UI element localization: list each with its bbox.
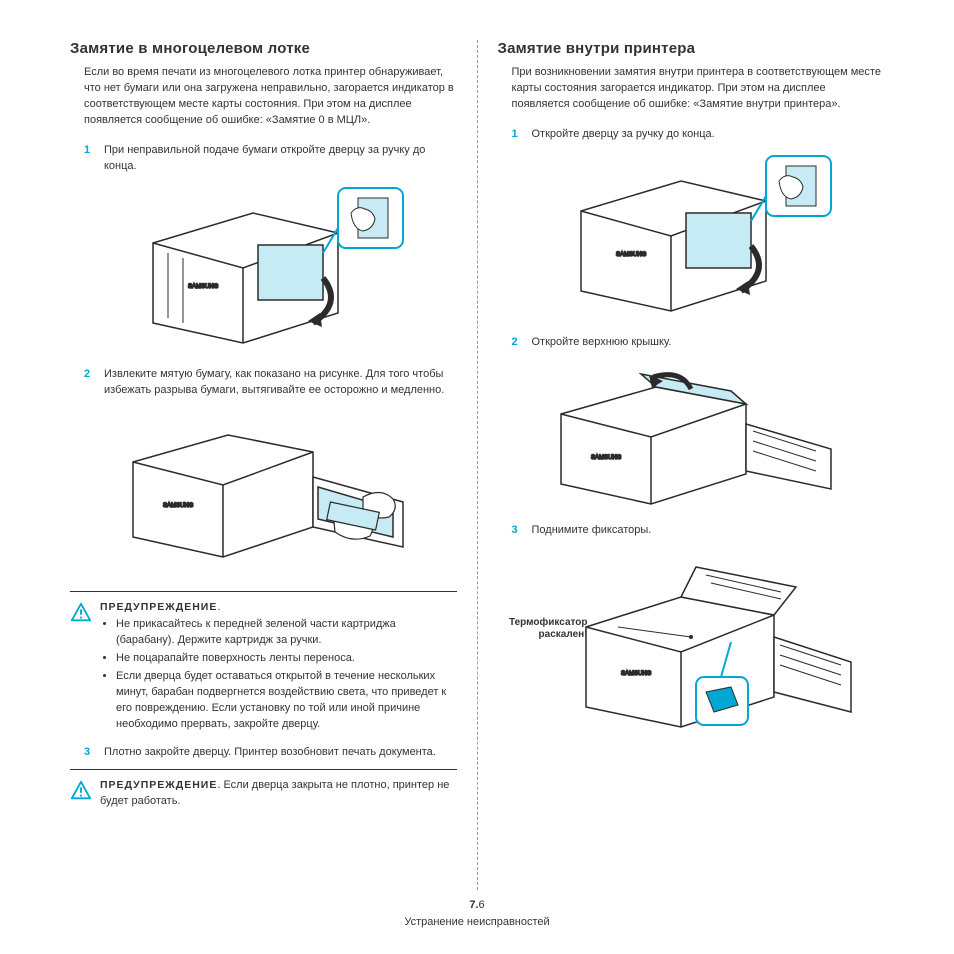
page-number: 6 [479, 899, 485, 911]
svg-text:SAMSUNG: SAMSUNG [188, 284, 219, 290]
illustration-open-door: SAMSUNG [70, 183, 457, 353]
illustration-open-door-r: SAMSUNG [498, 151, 885, 321]
warning-item: Если дверца будет оставаться открытой в … [116, 669, 457, 733]
page-footer: 7.6 Устранение неисправностей [0, 897, 954, 930]
warning-item: Не поцарапайте поверхность ленты перенос… [116, 651, 457, 667]
page-section: Устранение неисправностей [0, 914, 954, 931]
left-heading: Замятие в многоцелевом лотке [70, 40, 457, 57]
illustration-open-top: SAMSUNG [498, 359, 885, 509]
warning-block-2: ПРЕДУПРЕЖДЕНИЕ. Если дверца закрыта не п… [70, 769, 457, 810]
step-text: Откройте верхнюю крышку. [532, 335, 885, 351]
right-heading: Замятие внутри принтера [498, 40, 885, 57]
warning-title: ПРЕДУПРЕЖДЕНИЕ [100, 601, 217, 613]
left-step-2: 2 Извлеките мятую бумагу, как показано н… [70, 367, 457, 399]
page-columns: Замятие в многоцелевом лотке Если во вре… [50, 40, 904, 890]
right-step-1: 1 Откройте дверцу за ручку до конца. [498, 127, 885, 143]
left-step-1: 1 При неправильной подаче бумаги откройт… [70, 143, 457, 175]
svg-text:SAMSUNG: SAMSUNG [621, 671, 652, 677]
step-number: 3 [512, 523, 524, 539]
warning-list: Не прикасайтесь к передней зеленой части… [100, 617, 457, 733]
warning-icon [70, 780, 92, 802]
step-text: Извлеките мятую бумагу, как показано на … [104, 367, 457, 399]
right-column: Замятие внутри принтера При возникновени… [478, 40, 905, 890]
left-column: Замятие в многоцелевом лотке Если во вре… [50, 40, 478, 890]
warning-item: Не прикасайтесь к передней зеленой части… [116, 617, 457, 649]
right-step-3: 3 Поднимите фиксаторы. [498, 523, 885, 539]
step-number: 1 [84, 143, 96, 175]
step-number: 2 [512, 335, 524, 351]
warning-icon [70, 602, 92, 624]
warning-block-1: ПРЕДУПРЕЖДЕНИЕ. Не прикасайтесь к передн… [70, 591, 457, 736]
step-number: 3 [84, 745, 96, 761]
svg-text:SAMSUNG: SAMSUNG [591, 455, 622, 461]
svg-text:SAMSUNG: SAMSUNG [616, 252, 647, 258]
page-chapter: 7. [469, 899, 478, 911]
step-number: 1 [512, 127, 524, 143]
step-text: Откройте дверцу за ручку до конца. [532, 127, 885, 143]
hot-callout-label: Термофиксатор раскален! [498, 617, 588, 641]
left-intro: Если во время печати из многоцелевого ло… [70, 65, 457, 129]
illustration-fixators: Термофиксатор раскален! SAMSUNG [498, 547, 885, 747]
step-text: При неправильной подаче бумаги откройте … [104, 143, 457, 175]
illustration-pull-paper: SAMSUNG [70, 407, 457, 577]
right-step-2: 2 Откройте верхнюю крышку. [498, 335, 885, 351]
left-step-3: 3 Плотно закройте дверцу. Принтер возобн… [70, 745, 457, 761]
step-number: 2 [84, 367, 96, 399]
step-text: Плотно закройте дверцу. Принтер возобнов… [104, 745, 457, 761]
warning-title: ПРЕДУПРЕЖДЕНИЕ [100, 779, 217, 791]
step-text: Поднимите фиксаторы. [532, 523, 885, 539]
svg-text:SAMSUNG: SAMSUNG [163, 503, 194, 509]
right-intro: При возникновении замятия внутри принтер… [498, 65, 885, 113]
